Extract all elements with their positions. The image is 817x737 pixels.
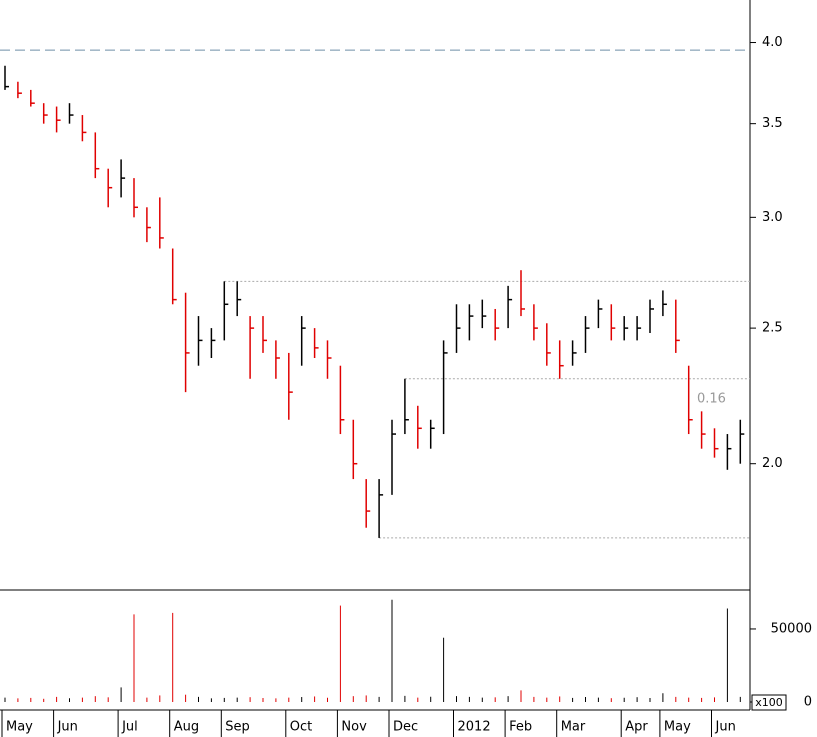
x-tick-label: Nov [341, 720, 367, 735]
x-tick-label: Aug [174, 720, 199, 735]
annotation: 0.16 [697, 392, 726, 407]
x-tick-label: Sep [225, 720, 250, 735]
x-tick-label: Jun [57, 720, 78, 735]
x-tick-label: 2012 [458, 720, 491, 735]
y-tick-label: 3.5 [762, 116, 783, 131]
x-tick-label: Feb [509, 720, 532, 735]
x-tick-label: May [664, 720, 691, 735]
unit-box [751, 694, 787, 711]
x-tick-label: Jun [715, 720, 736, 735]
y-tick-label: 2.5 [762, 321, 783, 336]
volume-unit: x100 [755, 696, 783, 709]
x-tick-label: Jul [121, 720, 138, 735]
volume-tick-label: 0 [804, 695, 812, 710]
x-tick-label: Mar [561, 720, 586, 735]
volume-tick-label: 50000 [771, 621, 812, 636]
x-tick-label: Dec [393, 720, 418, 735]
y-tick-label: 4.0 [762, 35, 783, 50]
x-tick-label: May [6, 720, 33, 735]
y-tick-label: 2.0 [762, 456, 783, 471]
x-tick-label: Oct [290, 720, 312, 735]
y-tick-label: 3.0 [762, 210, 783, 225]
x-tick-label: Apr [625, 720, 648, 735]
